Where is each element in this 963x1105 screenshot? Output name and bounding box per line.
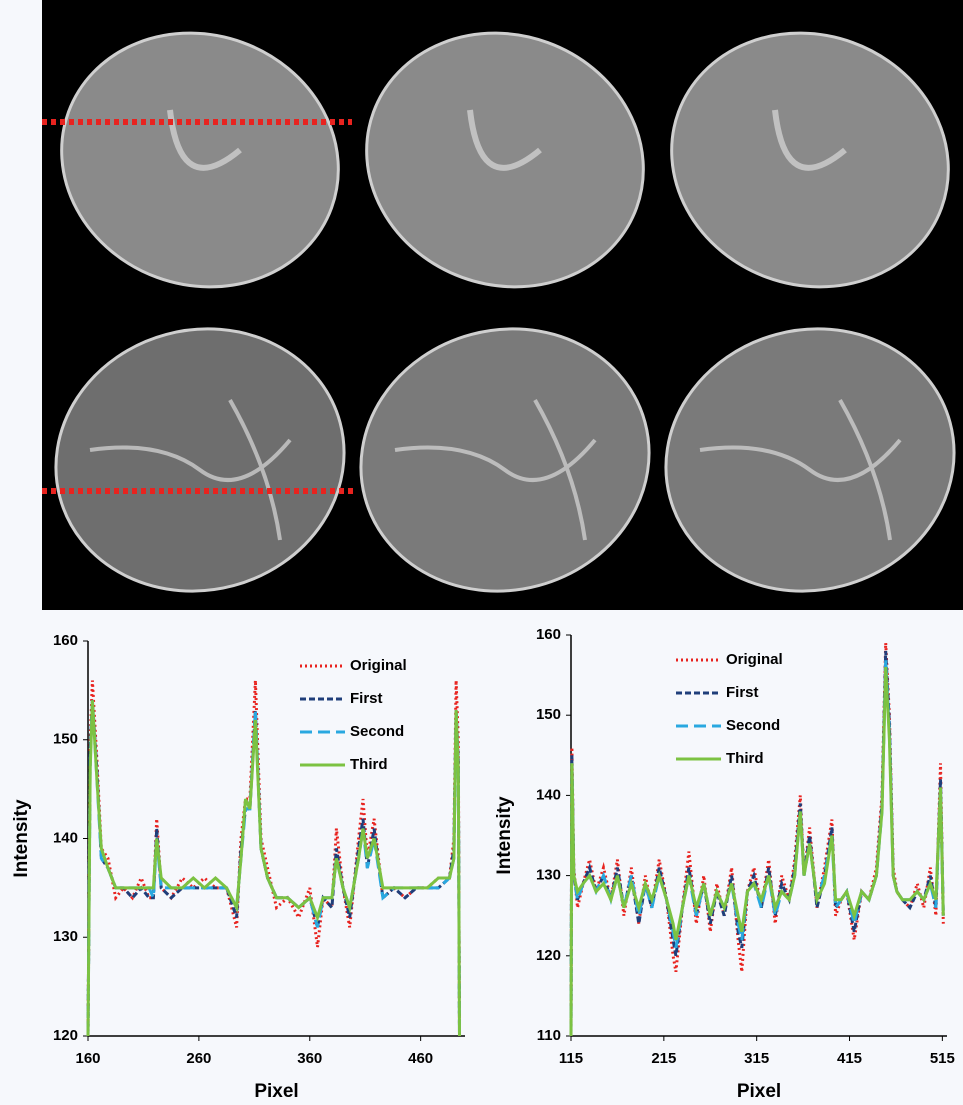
scan-image (359, 327, 651, 593)
y-tick-label: 120 (53, 1027, 78, 1044)
x-tick-label: 260 (186, 1050, 211, 1067)
scan-images (54, 31, 956, 593)
y-tick-label: 160 (536, 626, 561, 643)
series-line (569, 667, 945, 1037)
x-tick-label: 360 (297, 1050, 322, 1067)
y-tick-label: 160 (53, 632, 78, 649)
series-line (86, 680, 461, 1037)
x-tick-label: 215 (651, 1050, 676, 1067)
legend-label: Third (350, 756, 388, 773)
x-tick-label: 160 (75, 1050, 100, 1067)
y-tick-label: 150 (536, 706, 561, 723)
legend-label: Original (350, 657, 407, 674)
tissue (167, 109, 847, 171)
y-axis-label: Intensity (11, 799, 32, 878)
x-axis-label: Pixel (737, 1081, 781, 1102)
tissue (699, 399, 902, 541)
x-tick-label: 415 (837, 1050, 862, 1067)
tissue-structures (89, 109, 902, 541)
scan-image (60, 31, 340, 289)
x-axis-label: Pixel (254, 1081, 298, 1102)
y-axis-label: Intensity (494, 796, 515, 875)
scan-image (365, 31, 645, 289)
y-tick-label: 150 (53, 731, 78, 748)
scan-image (664, 327, 956, 593)
tissue (394, 399, 597, 541)
tissue (89, 399, 292, 541)
x-tick-label: 515 (930, 1050, 955, 1067)
scan-image (670, 31, 950, 289)
y-tick-label: 140 (53, 829, 78, 846)
series-line (86, 700, 461, 1037)
y-tick-label: 110 (537, 1027, 561, 1044)
legend-label: Second (350, 723, 404, 740)
x-tick-label: 460 (408, 1050, 433, 1067)
legend-label: Third (726, 750, 764, 767)
series-line (86, 700, 461, 1037)
legend-label: Second (726, 717, 780, 734)
y-tick-label: 130 (53, 928, 78, 945)
y-tick-label: 120 (536, 947, 561, 964)
legend-label: First (726, 684, 759, 701)
y-tick-label: 140 (536, 786, 561, 803)
scan-image (54, 327, 346, 593)
legend-label: Original (726, 651, 783, 668)
y-tick-label: 130 (536, 867, 561, 884)
legend-label: First (350, 690, 383, 707)
x-tick-label: 315 (744, 1050, 769, 1067)
x-tick-label: 115 (559, 1050, 583, 1067)
